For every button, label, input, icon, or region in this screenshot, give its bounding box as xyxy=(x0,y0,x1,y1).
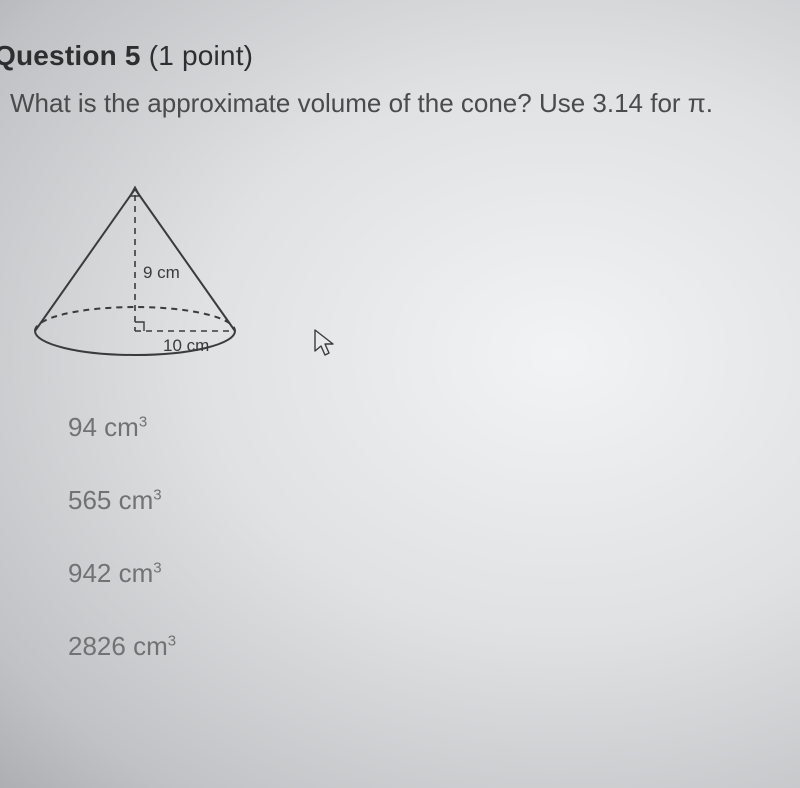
answer-value: 565 xyxy=(68,485,111,515)
answer-option[interactable]: 565 cm3 xyxy=(68,485,800,516)
answer-list: 94 cm3 565 cm3 942 cm3 2826 cm3 xyxy=(68,412,800,662)
svg-text:10 cm: 10 cm xyxy=(163,336,209,355)
question-text: What is the approximate volume of the co… xyxy=(10,86,770,121)
answer-unit: cm xyxy=(104,412,139,442)
svg-text:9 cm: 9 cm xyxy=(143,263,180,282)
answer-option[interactable]: 2826 cm3 xyxy=(68,631,800,662)
question-header: Question 5 (1 point) xyxy=(0,40,800,72)
answer-value: 94 xyxy=(68,412,97,442)
answer-option[interactable]: 94 cm3 xyxy=(68,412,800,443)
answer-value: 2826 xyxy=(68,631,126,661)
answer-unit: cm xyxy=(119,558,154,588)
answer-option[interactable]: 942 cm3 xyxy=(68,558,800,589)
cone-figure: 9 cm 10 cm xyxy=(20,181,800,376)
question-page: Question 5 (1 point) What is the approxi… xyxy=(0,0,800,662)
answer-exp: 3 xyxy=(168,632,176,649)
question-number: Question 5 xyxy=(0,40,141,71)
question-points: (1 point) xyxy=(149,40,254,71)
answer-unit: cm xyxy=(133,631,168,661)
answer-exp: 3 xyxy=(139,413,147,430)
answer-exp: 3 xyxy=(153,559,161,576)
answer-unit: cm xyxy=(119,485,154,515)
answer-exp: 3 xyxy=(153,486,161,503)
answer-value: 942 xyxy=(68,558,111,588)
cone-svg: 9 cm 10 cm xyxy=(20,181,250,371)
